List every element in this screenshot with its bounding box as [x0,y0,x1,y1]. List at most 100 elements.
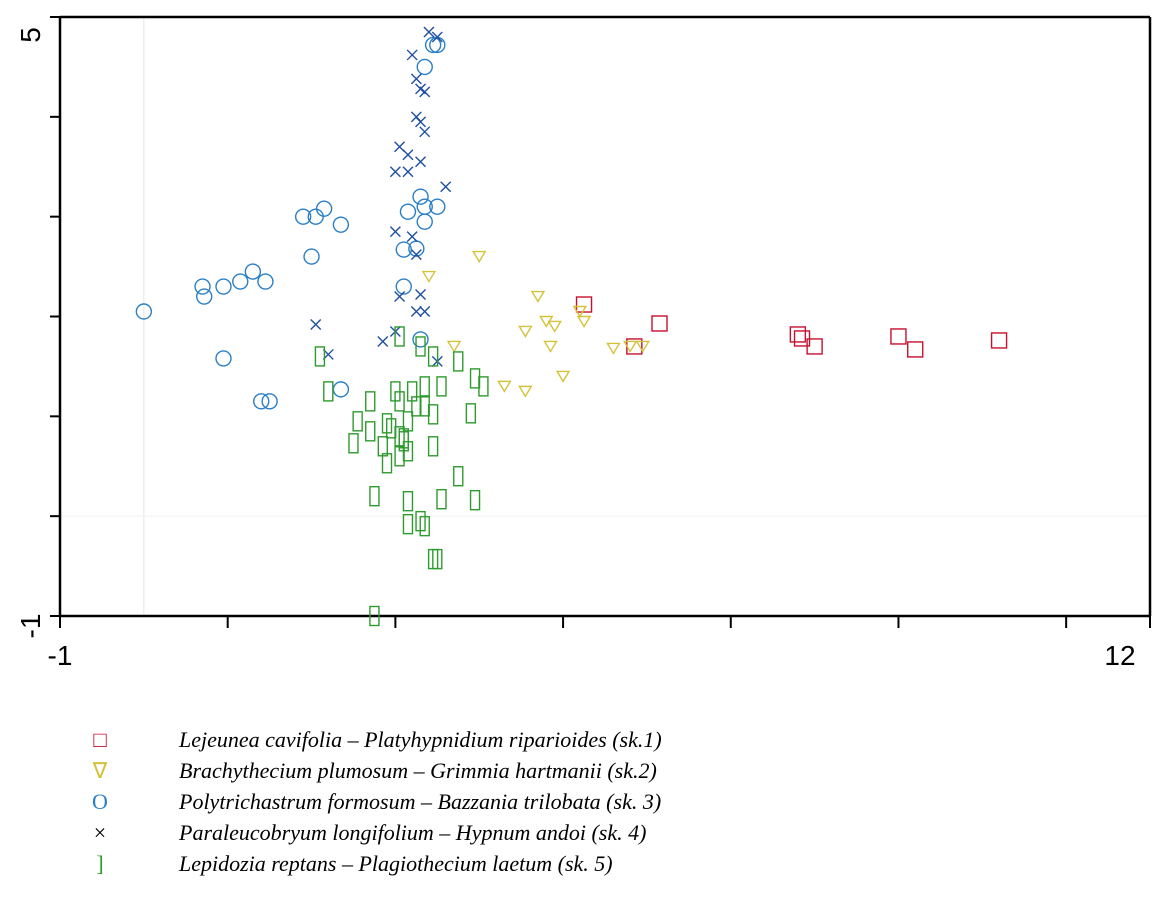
data-point-sk5 [419,376,430,397]
data-point-sk1 [907,341,924,358]
data-point-sk5 [427,436,439,457]
legend-marker-icon: ] [96,851,104,876]
legend-marker-icon: × [93,820,107,845]
data-point-sk4 [410,306,422,318]
data-point-sk4 [415,156,427,168]
data-point-sk3 [215,278,232,295]
data-point-sk3 [257,273,274,290]
data-point-sk3 [315,200,333,217]
legend-item-sk3: O Polytrichastrum formosum – Bazzania tri… [80,788,1080,819]
data-point-sk3 [429,198,446,215]
data-point-sk5 [365,421,376,442]
data-point-sk2 [471,250,487,263]
data-point-sk5 [369,605,380,627]
data-point-sk5 [469,368,481,389]
data-point-sk5 [453,466,464,487]
data-point-sk3 [332,216,350,233]
data-point-sk4 [406,49,418,61]
data-point-sk5 [381,453,393,474]
data-point-sk1 [990,332,1008,349]
data-point-sk2 [446,340,462,353]
data-point-sk5 [402,441,414,462]
data-point-sk5 [478,376,489,397]
legend-label: Lejeunea cavifolia – Platyhypnidium ripa… [179,727,662,752]
data-point-sk1 [651,315,668,332]
legend-item-sk2: ∇ Brachythecium plumosum – Grimmia hartma… [80,757,1080,788]
data-point-sk4 [410,73,422,85]
data-point-sk5 [402,490,414,512]
legend-label: Lepidozia reptans – Plagiothecium laetum… [179,851,613,876]
legend-marker-icon: □ [93,727,107,752]
data-point-sk5 [427,404,439,425]
data-point-sk2 [518,325,533,338]
data-point-sk3 [303,248,320,265]
data-point-sk4 [419,86,431,98]
data-point-sk2 [572,305,588,318]
data-point-sk5 [406,381,418,402]
data-point-sk5 [377,436,389,457]
data-point-sk5 [453,351,464,372]
data-point-sk3 [412,188,429,205]
data-point-sk4 [415,289,427,301]
data-point-sk3 [135,303,153,320]
data-point-sk5 [436,376,447,397]
chart-legend: □ Lejeunea cavifolia – Platyhypnidium rip… [80,726,1080,881]
data-point-sk2 [543,340,558,353]
data-point-sk3 [253,393,270,410]
data-point-sk5 [348,433,359,454]
data-point-sk5 [465,403,477,424]
data-point-sk5 [394,326,405,347]
legend-marker-icon: ∇ [92,758,108,783]
data-point-sk3 [196,288,213,305]
data-point-sk4 [415,116,427,128]
y-tick-label-max: 5 [15,27,46,43]
data-point-sk5 [432,548,443,570]
data-point-sk5 [419,396,430,417]
data-point-sk4 [440,181,452,193]
data-point-sk3 [294,208,312,225]
data-point-sk5 [323,381,334,402]
data-point-sk5 [436,488,447,510]
data-point-sk1 [789,326,807,343]
data-point-sk2 [547,320,562,333]
data-point-sk2 [555,370,571,383]
legend-label: Brachythecium plumosum – Grimmia hartman… [179,758,657,783]
data-point-sk4 [377,335,389,347]
data-point-sk4 [389,166,401,178]
data-point-sk4 [406,231,418,243]
data-point-sk1 [575,296,593,313]
data-point-sk3 [429,36,446,54]
data-point-sk5 [402,513,414,535]
data-point-sk4 [431,31,443,43]
data-point-sk5 [314,346,326,367]
data-point-sk3 [215,350,232,367]
data-point-sk4 [402,166,414,178]
data-point-sk3 [232,273,249,290]
x-tick-label-min: -1 [48,640,73,671]
data-point-sk4 [310,318,322,330]
data-point-sk5 [415,336,426,357]
data-point-sk2 [530,290,546,303]
data-point-sk3 [194,278,211,295]
data-point-sk2 [497,380,512,393]
data-point-sk4 [402,149,414,161]
data-point-sk1 [890,328,907,345]
data-point-sk2 [518,385,533,398]
data-point-sk5 [419,515,430,537]
data-point-sk3 [412,331,429,348]
scatter-chart: -1 12 -1 5 [15,15,1152,671]
data-point-sk4 [410,249,422,261]
data-point-sk3 [261,393,278,410]
data-point-sk3 [399,203,417,220]
data-point-sk5 [394,391,405,412]
legend-marker-icon: O [92,789,108,814]
data-point-sk5 [427,346,439,367]
data-point-sk3 [395,241,412,258]
legend-item-sk5: ] Lepidozia reptans – Plagiothecium laetu… [80,850,1080,881]
legend-label: Polytrichastrum formosum – Bazzania tril… [179,789,662,814]
data-point-sk2 [576,315,592,328]
data-point-sk2 [622,340,638,353]
legend-label: Paraleucobryum longifolium – Hypnum ando… [179,820,647,845]
data-point-sk3 [395,278,412,295]
data-point-sk2 [421,270,437,283]
